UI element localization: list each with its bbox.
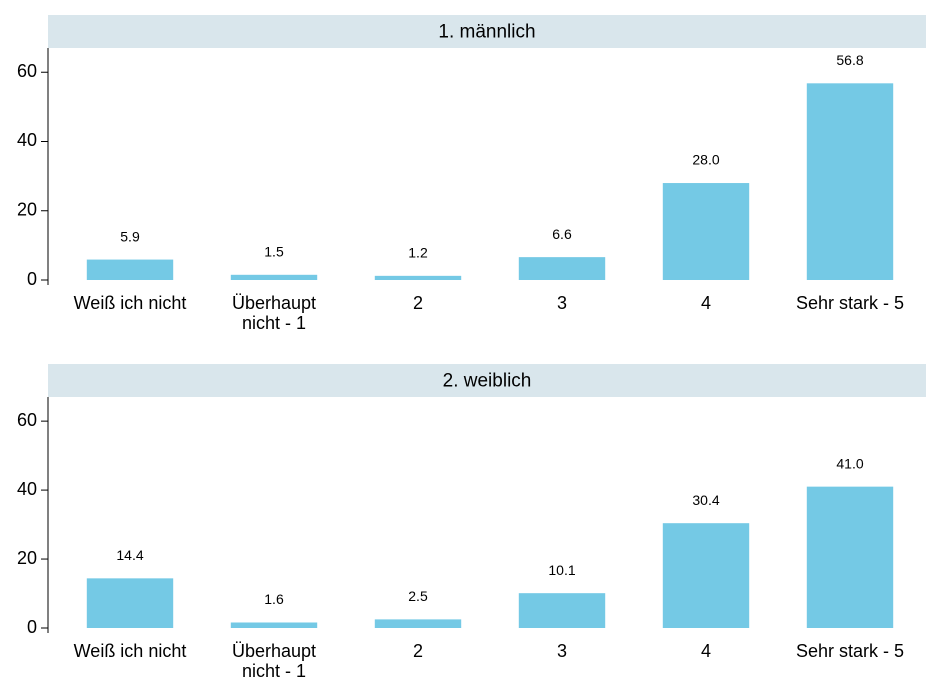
value-label: 2.5 <box>408 588 428 604</box>
y-tick-label: 0 <box>27 269 37 289</box>
value-label: 5.9 <box>120 228 140 244</box>
value-label: 1.2 <box>408 245 428 261</box>
x-tick-label: 3 <box>557 293 567 313</box>
panel-header <box>48 364 926 397</box>
value-label: 56.8 <box>836 52 863 68</box>
value-label: 6.6 <box>552 226 572 242</box>
value-label: 30.4 <box>692 492 719 508</box>
x-tick-label: Sehr stark - 5 <box>796 641 904 661</box>
y-tick-label: 0 <box>27 617 37 637</box>
y-tick-label: 40 <box>17 479 37 499</box>
bar <box>806 83 894 281</box>
value-label: 1.6 <box>264 591 284 607</box>
bar <box>230 622 318 628</box>
value-label: 1.5 <box>264 244 284 260</box>
value-label: 41.0 <box>836 455 863 471</box>
x-tick-label: Überhaupt nicht - 1 <box>232 641 316 681</box>
x-tick-label: 2 <box>413 293 423 313</box>
x-tick-label: 4 <box>701 293 711 313</box>
value-label: 14.4 <box>116 547 143 563</box>
y-tick-label: 20 <box>17 548 37 568</box>
bar <box>518 257 606 280</box>
bar <box>230 274 318 280</box>
x-tick-label: Weiß ich nicht <box>74 641 187 661</box>
x-tick-label: 4 <box>701 641 711 661</box>
value-label: 28.0 <box>692 152 719 168</box>
bar <box>662 523 750 628</box>
value-label: 10.1 <box>548 562 575 578</box>
bar <box>374 619 462 628</box>
y-tick-label: 60 <box>17 61 37 81</box>
x-tick-label: Weiß ich nicht <box>74 293 187 313</box>
panel-title: 1. männlich <box>438 22 535 43</box>
y-tick-label: 20 <box>17 199 37 219</box>
x-tick-label: 3 <box>557 641 567 661</box>
panel-header <box>48 15 926 48</box>
bar <box>374 275 462 280</box>
y-tick-label: 40 <box>17 130 37 150</box>
bar <box>518 593 606 628</box>
bar <box>86 259 174 280</box>
bar <box>86 578 174 628</box>
x-tick-label: Sehr stark - 5 <box>796 293 904 313</box>
x-tick-label: Überhaupt nicht - 1 <box>232 293 316 333</box>
x-tick-label: 2 <box>413 641 423 661</box>
y-tick-label: 60 <box>17 410 37 430</box>
bar <box>806 486 894 628</box>
bar <box>662 183 750 280</box>
panel-title: 2. weiblich <box>443 371 532 392</box>
